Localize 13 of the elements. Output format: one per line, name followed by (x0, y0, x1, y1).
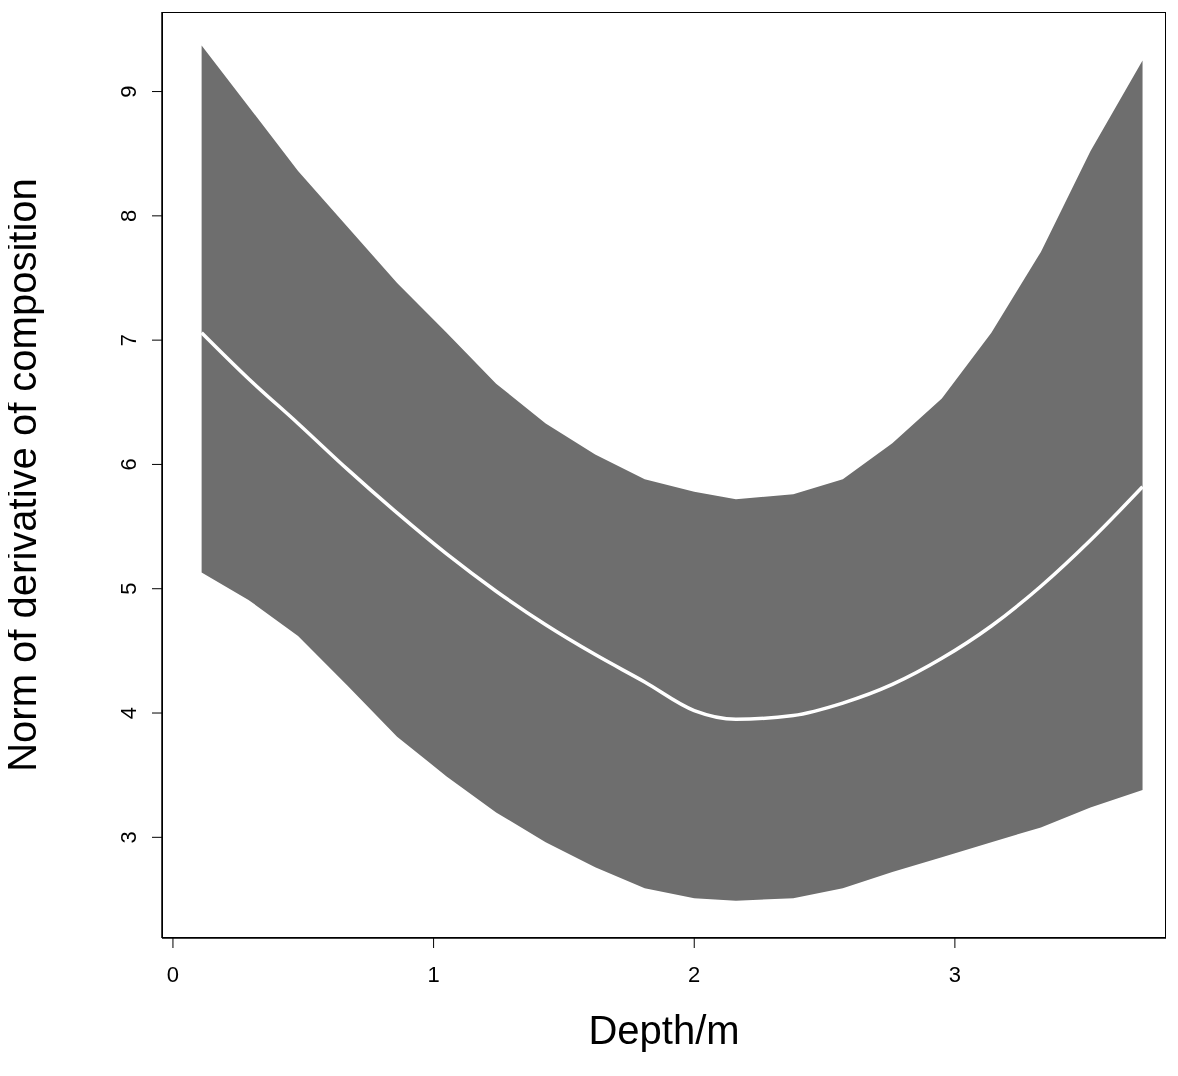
y-tick-label: 4 (116, 706, 141, 720)
y-tick-label: 7 (116, 334, 141, 347)
y-tick-label: 6 (116, 458, 141, 471)
y-tick-label: 8 (116, 209, 141, 222)
x-tick-label: 2 (688, 961, 701, 987)
y-tick-label: 3 (116, 831, 141, 844)
y-tick-label: 5 (116, 582, 141, 595)
line-series (199, 330, 1145, 721)
x-axis-title: Depth/m (588, 1008, 740, 1052)
x-tick-label: 3 (948, 961, 961, 987)
x-tick-label: 0 (166, 961, 180, 987)
y-tick-label: 9 (116, 85, 141, 98)
x-tick-label: 1 (427, 961, 440, 987)
